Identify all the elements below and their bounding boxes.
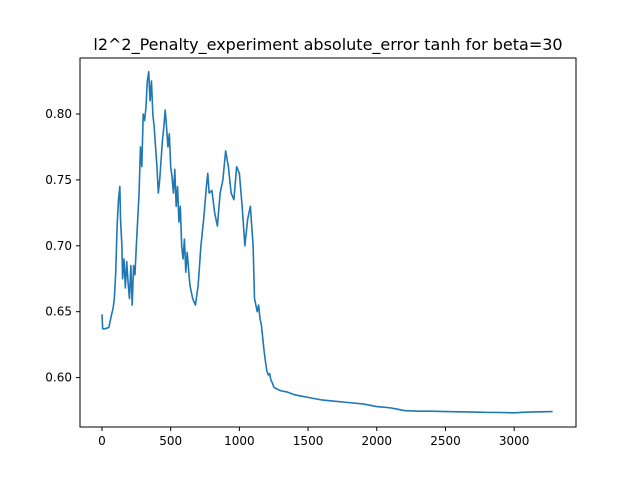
x-tick-label: 0 [98,434,106,448]
x-tick-label: 2500 [430,434,461,448]
series-line [101,71,553,414]
x-tick-label: 1000 [224,434,255,448]
x-tick-label: 2000 [362,434,393,448]
x-tick-label: 1500 [293,434,324,448]
x-tick-label: 3000 [499,434,530,448]
y-tick-label: 0.65 [45,305,72,319]
y-tick-label: 0.75 [45,173,72,187]
x-axis: 0 500 1000 1500 2000 2500 3000 [98,427,529,448]
y-tick-label: 0.80 [45,107,72,121]
y-axis: 0.60 0.65 0.70 0.75 0.80 [45,107,80,385]
x-tick-label: 500 [159,434,182,448]
plot-area [101,71,553,414]
y-tick-label: 0.60 [45,371,72,385]
y-tick-label: 0.70 [45,239,72,253]
chart-title: l2^2_Penalty_experiment absolute_error t… [93,35,562,55]
axes-frame [79,57,577,428]
